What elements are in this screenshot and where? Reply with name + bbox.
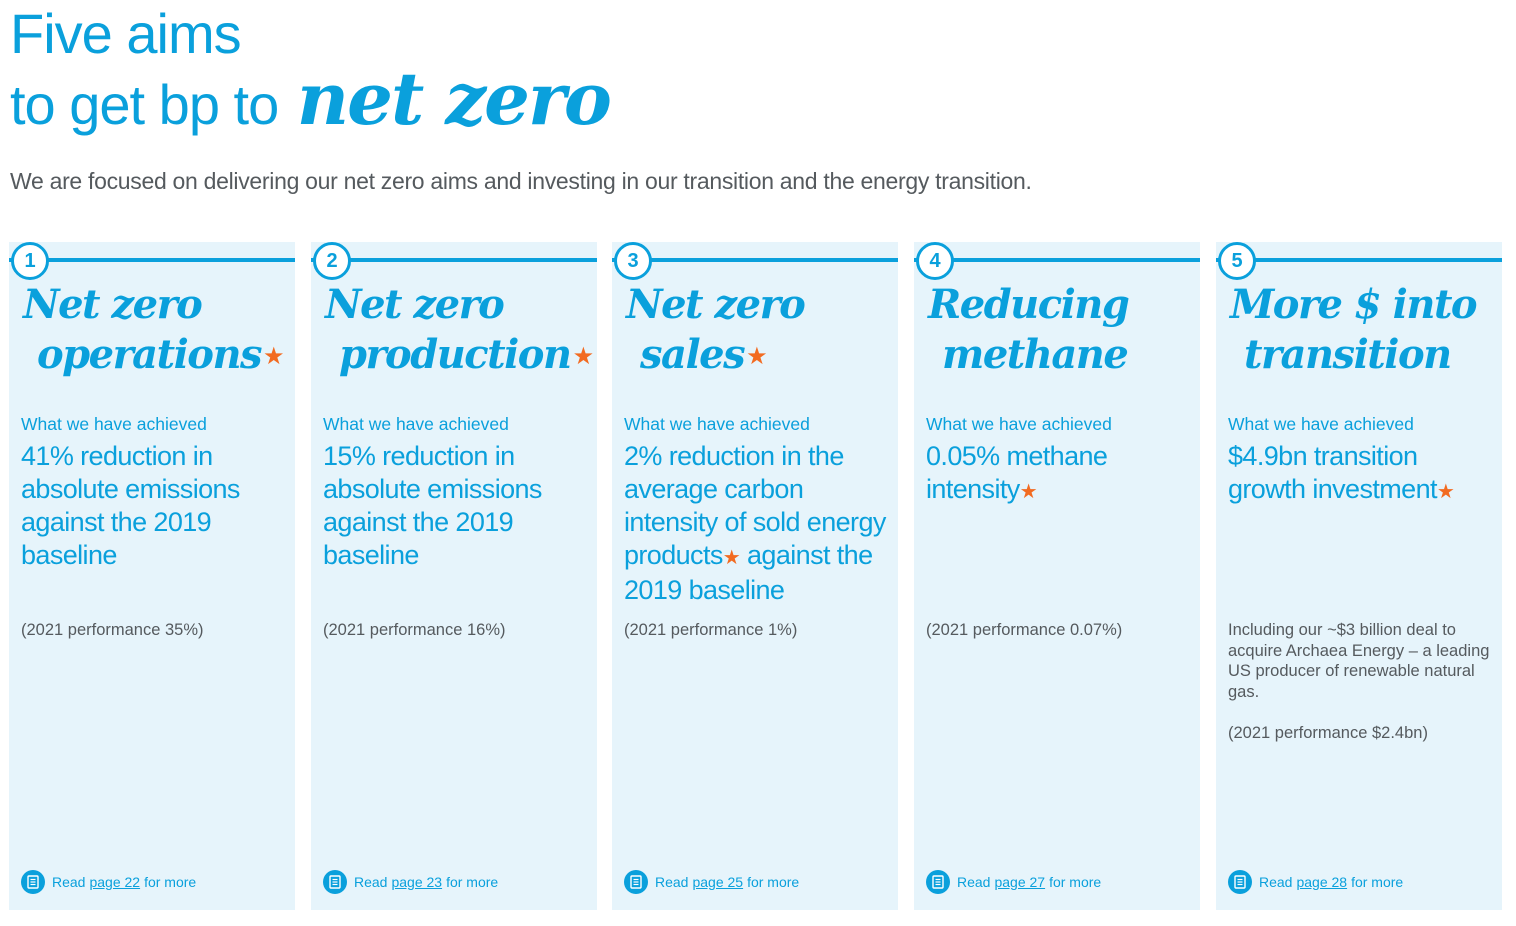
star-icon: ★ [1019, 479, 1038, 503]
card-heading-line-1: Net zero [626, 281, 806, 328]
achieved-label: What we have achieved [926, 414, 1112, 434]
card-note: (2021 performance 1%) [624, 620, 892, 662]
card-number: 4 [916, 242, 954, 280]
card-heading-line-1: Reducing [928, 281, 1130, 328]
card-heading-line-2: production [339, 331, 572, 378]
document-icon [323, 870, 347, 894]
achieved-value-text: 15% reduction in absolute emissions agai… [323, 441, 542, 570]
card-number: 5 [1218, 242, 1256, 280]
document-icon [21, 870, 45, 894]
read-suffix: for more [1049, 874, 1102, 890]
title-prefix: to get bp to [10, 73, 279, 136]
star-icon: ★ [263, 342, 285, 370]
star-icon: ★ [746, 342, 768, 370]
achieved-value-text-2: against the 2019 baseline [624, 540, 873, 605]
card-note: Including our ~$3 billion deal to acquir… [1228, 620, 1496, 765]
read-more: Read page 22 for more [21, 870, 196, 894]
star-icon: ★ [572, 342, 595, 370]
read-prefix: Read [1259, 874, 1293, 890]
read-prefix: Read [52, 874, 86, 890]
page-title: Five aims to get bp to net zero [10, 2, 612, 140]
page-link[interactable]: page 27 [994, 874, 1046, 890]
performance-text: (2021 performance $2.4bn) [1228, 724, 1428, 742]
read-more: Read page 23 for more [323, 870, 498, 894]
card-heading-line-1: More $ into [1230, 281, 1478, 328]
achieved-value: 15% reduction in absolute emissions agai… [323, 440, 591, 572]
star-icon: ★ [722, 545, 741, 569]
card-heading-line-2: transition [1244, 331, 1452, 378]
document-icon [624, 870, 648, 894]
achieved-value: $4.9bn transition growth investment★ [1228, 440, 1496, 508]
achieved-label: What we have achieved [21, 414, 207, 434]
title-line-1: Five aims [10, 2, 242, 65]
aim-card-2: 2 Net zero production★ What we have achi… [311, 242, 597, 910]
aim-card-3: 3 Net zero sales★ What we have achieved … [612, 242, 898, 910]
page-link[interactable]: page 23 [391, 874, 443, 890]
card-heading-line-2: methane [942, 331, 1129, 378]
read-prefix: Read [354, 874, 388, 890]
achieved-label: What we have achieved [624, 414, 810, 434]
card-heading: Net zero production★ [325, 280, 594, 381]
card-note: (2021 performance 0.07%) [926, 620, 1194, 662]
aim-card-5: 5 More $ into transition What we have ac… [1216, 242, 1502, 910]
achieved-value: 2% reduction in the average carbon inten… [624, 440, 892, 607]
read-prefix: Read [655, 874, 689, 890]
performance-text: (2021 performance 35%) [21, 621, 204, 639]
achieved-value: 41% reduction in absolute emissions agai… [21, 440, 289, 572]
card-number: 3 [614, 242, 652, 280]
read-suffix: for more [446, 874, 499, 890]
card-heading-line-1: Net zero [325, 281, 505, 328]
document-icon [926, 870, 950, 894]
read-more: Read page 27 for more [926, 870, 1101, 894]
card-heading-line-1: Net zero [23, 281, 203, 328]
card-heading: Net zero operations★ [23, 280, 285, 381]
read-more: Read page 25 for more [624, 870, 799, 894]
achieved-label: What we have achieved [323, 414, 509, 434]
card-heading: Net zero sales★ [626, 280, 886, 381]
card-heading-line-2: sales [640, 331, 746, 378]
card-heading-line-2: operations [37, 331, 263, 378]
card-rule [311, 258, 597, 262]
aim-card-4: 4 Reducing methane What we have achieved… [914, 242, 1200, 910]
achieved-label: What we have achieved [1228, 414, 1414, 434]
page-link[interactable]: page 25 [692, 874, 744, 890]
card-note: (2021 performance 16%) [323, 620, 591, 662]
page-link[interactable]: page 22 [89, 874, 141, 890]
card-heading: More $ into transition [1230, 280, 1490, 380]
aim-card-1: 1 Net zero operations★ What we have achi… [9, 242, 295, 910]
title-script: net zero [296, 56, 612, 141]
achieved-value-text: 2% reduction in the average carbon inten… [624, 441, 886, 570]
read-prefix: Read [957, 874, 991, 890]
achieved-value-text: 0.05% methane intensity [926, 441, 1108, 504]
performance-text: (2021 performance 1%) [624, 621, 798, 639]
read-suffix: for more [747, 874, 800, 890]
achieved-value-text: $4.9bn transition growth investment [1228, 441, 1438, 504]
star-icon: ★ [1436, 479, 1455, 503]
title-line-2: to get bp to net zero [10, 63, 612, 140]
card-number: 2 [313, 242, 351, 280]
performance-text: (2021 performance 0.07%) [926, 621, 1123, 639]
performance-text: (2021 performance 16%) [323, 621, 506, 639]
document-icon [1228, 870, 1252, 894]
aims-cards: 1 Net zero operations★ What we have achi… [9, 228, 1503, 910]
card-rule [914, 258, 1200, 262]
card-note: (2021 performance 35%) [21, 620, 289, 662]
card-rule [612, 258, 898, 262]
card-number: 1 [11, 242, 49, 280]
card-rule [1216, 258, 1502, 262]
note-text: Including our ~$3 billion deal to acquir… [1228, 621, 1490, 701]
page-subtitle: We are focused on delivering our net zer… [10, 168, 1032, 194]
achieved-value: 0.05% methane intensity★ [926, 440, 1194, 508]
read-more: Read page 28 for more [1228, 870, 1403, 894]
card-heading: Reducing methane [928, 280, 1188, 380]
page-link[interactable]: page 28 [1296, 874, 1348, 890]
read-suffix: for more [144, 874, 197, 890]
achieved-value-text: 41% reduction in absolute emissions agai… [21, 441, 240, 570]
card-rule [9, 258, 295, 262]
read-suffix: for more [1351, 874, 1404, 890]
